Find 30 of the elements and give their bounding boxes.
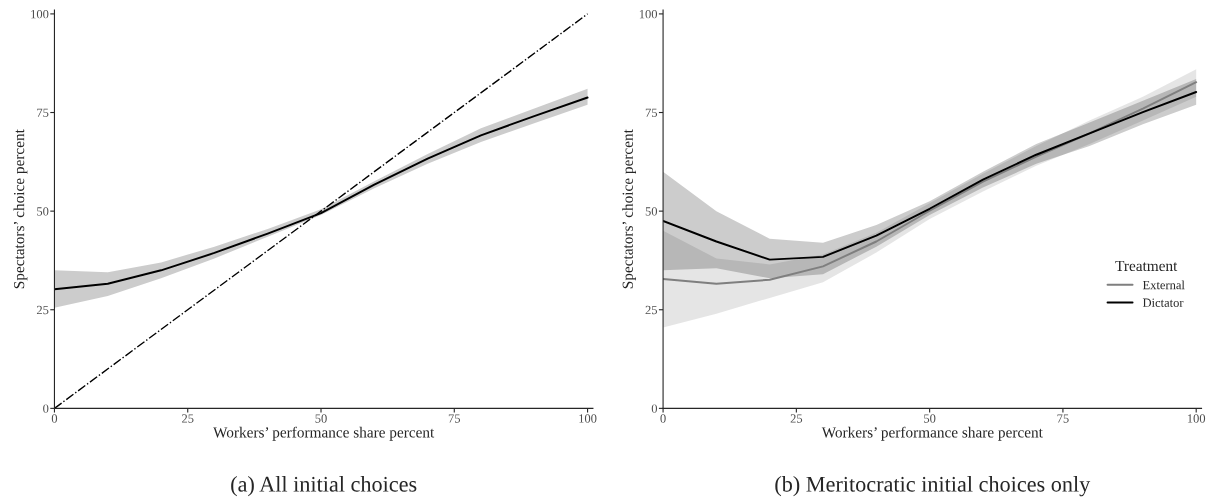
text: (a) All initial choices	[231, 476, 417, 497]
x-tick-label: 0	[51, 414, 58, 423]
x-tick-label: 25	[790, 414, 803, 423]
legend-title: Treatment	[1115, 260, 1178, 272]
x-tick-label: 75	[448, 414, 461, 423]
x-tick-label: 50	[315, 414, 327, 423]
x-tick-label: 75	[1057, 414, 1069, 423]
x-tick-label: 100	[1187, 414, 1206, 423]
text: (b) Meritocratic initial choices only	[775, 476, 1091, 497]
y-axis-title: Spectators’ choice percent	[13, 129, 28, 289]
x-axis-title: Workers’ performance share percent	[821, 426, 1043, 441]
x-tick-label: 0	[660, 414, 666, 423]
x-axis-title: Workers’ performance share percent	[213, 426, 435, 441]
y-tick-label: 0	[651, 404, 658, 413]
y-axis-title: Spectators’ choice percent	[622, 129, 636, 289]
y-tick-label: 75	[37, 108, 49, 117]
x-tick-label: 100	[579, 414, 597, 423]
y-tick-label: 100	[31, 9, 49, 19]
y-tick-label: 50	[37, 207, 49, 216]
line-series	[663, 91, 1198, 261]
x-tick-label: 25	[182, 414, 194, 423]
y-tick-label: 25	[36, 305, 49, 315]
y-tick-label: 50	[645, 207, 658, 216]
y-tick-label: 100	[639, 9, 658, 19]
legend-label: Dictator	[1142, 298, 1184, 307]
y-tick-label: 25	[645, 305, 658, 315]
legend-label: External	[1142, 280, 1185, 290]
x-tick-label: 50	[924, 414, 936, 423]
y-tick-label: 75	[645, 108, 658, 117]
y-tick-label: 0	[43, 404, 49, 413]
